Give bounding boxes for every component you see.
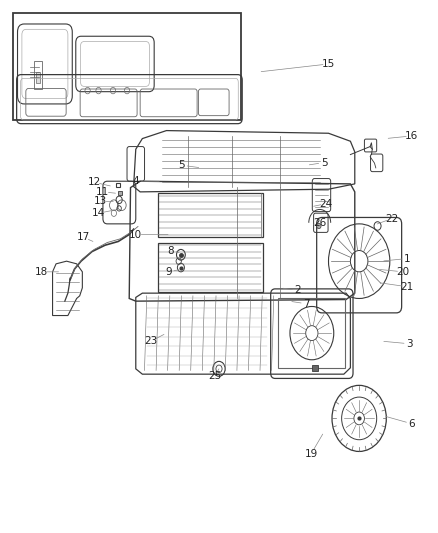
Bar (36, 72, 40, 83)
Text: 1: 1 (404, 254, 411, 263)
Text: 6: 6 (408, 419, 415, 429)
Text: 5: 5 (321, 158, 328, 167)
Text: 20: 20 (396, 267, 410, 277)
Text: 22: 22 (385, 214, 399, 223)
Text: 25: 25 (208, 371, 221, 381)
Text: 5: 5 (178, 160, 185, 170)
Text: 19: 19 (304, 449, 318, 459)
Text: 13: 13 (94, 197, 107, 206)
Text: 16: 16 (405, 131, 418, 141)
Text: 7: 7 (303, 299, 310, 309)
Text: 10: 10 (129, 230, 142, 239)
Text: 14: 14 (92, 208, 105, 218)
Text: 26: 26 (313, 218, 326, 228)
Text: 9: 9 (165, 267, 172, 277)
Text: 21: 21 (401, 282, 414, 292)
Text: 18: 18 (35, 267, 48, 277)
Bar (278, 298, 345, 368)
Circle shape (317, 223, 321, 229)
Text: 8: 8 (167, 246, 174, 255)
Text: 12: 12 (88, 177, 101, 187)
Text: 4: 4 (132, 176, 139, 186)
Text: 17: 17 (77, 232, 90, 242)
Text: 23: 23 (145, 336, 158, 346)
Text: 11: 11 (96, 187, 110, 197)
Text: 15: 15 (322, 59, 335, 69)
Text: 2: 2 (294, 286, 301, 295)
Text: 24: 24 (320, 199, 333, 208)
Bar (13, 13, 241, 120)
Bar (34, 61, 42, 89)
Text: 3: 3 (406, 339, 413, 349)
Bar (158, 193, 263, 237)
Bar (158, 243, 263, 292)
